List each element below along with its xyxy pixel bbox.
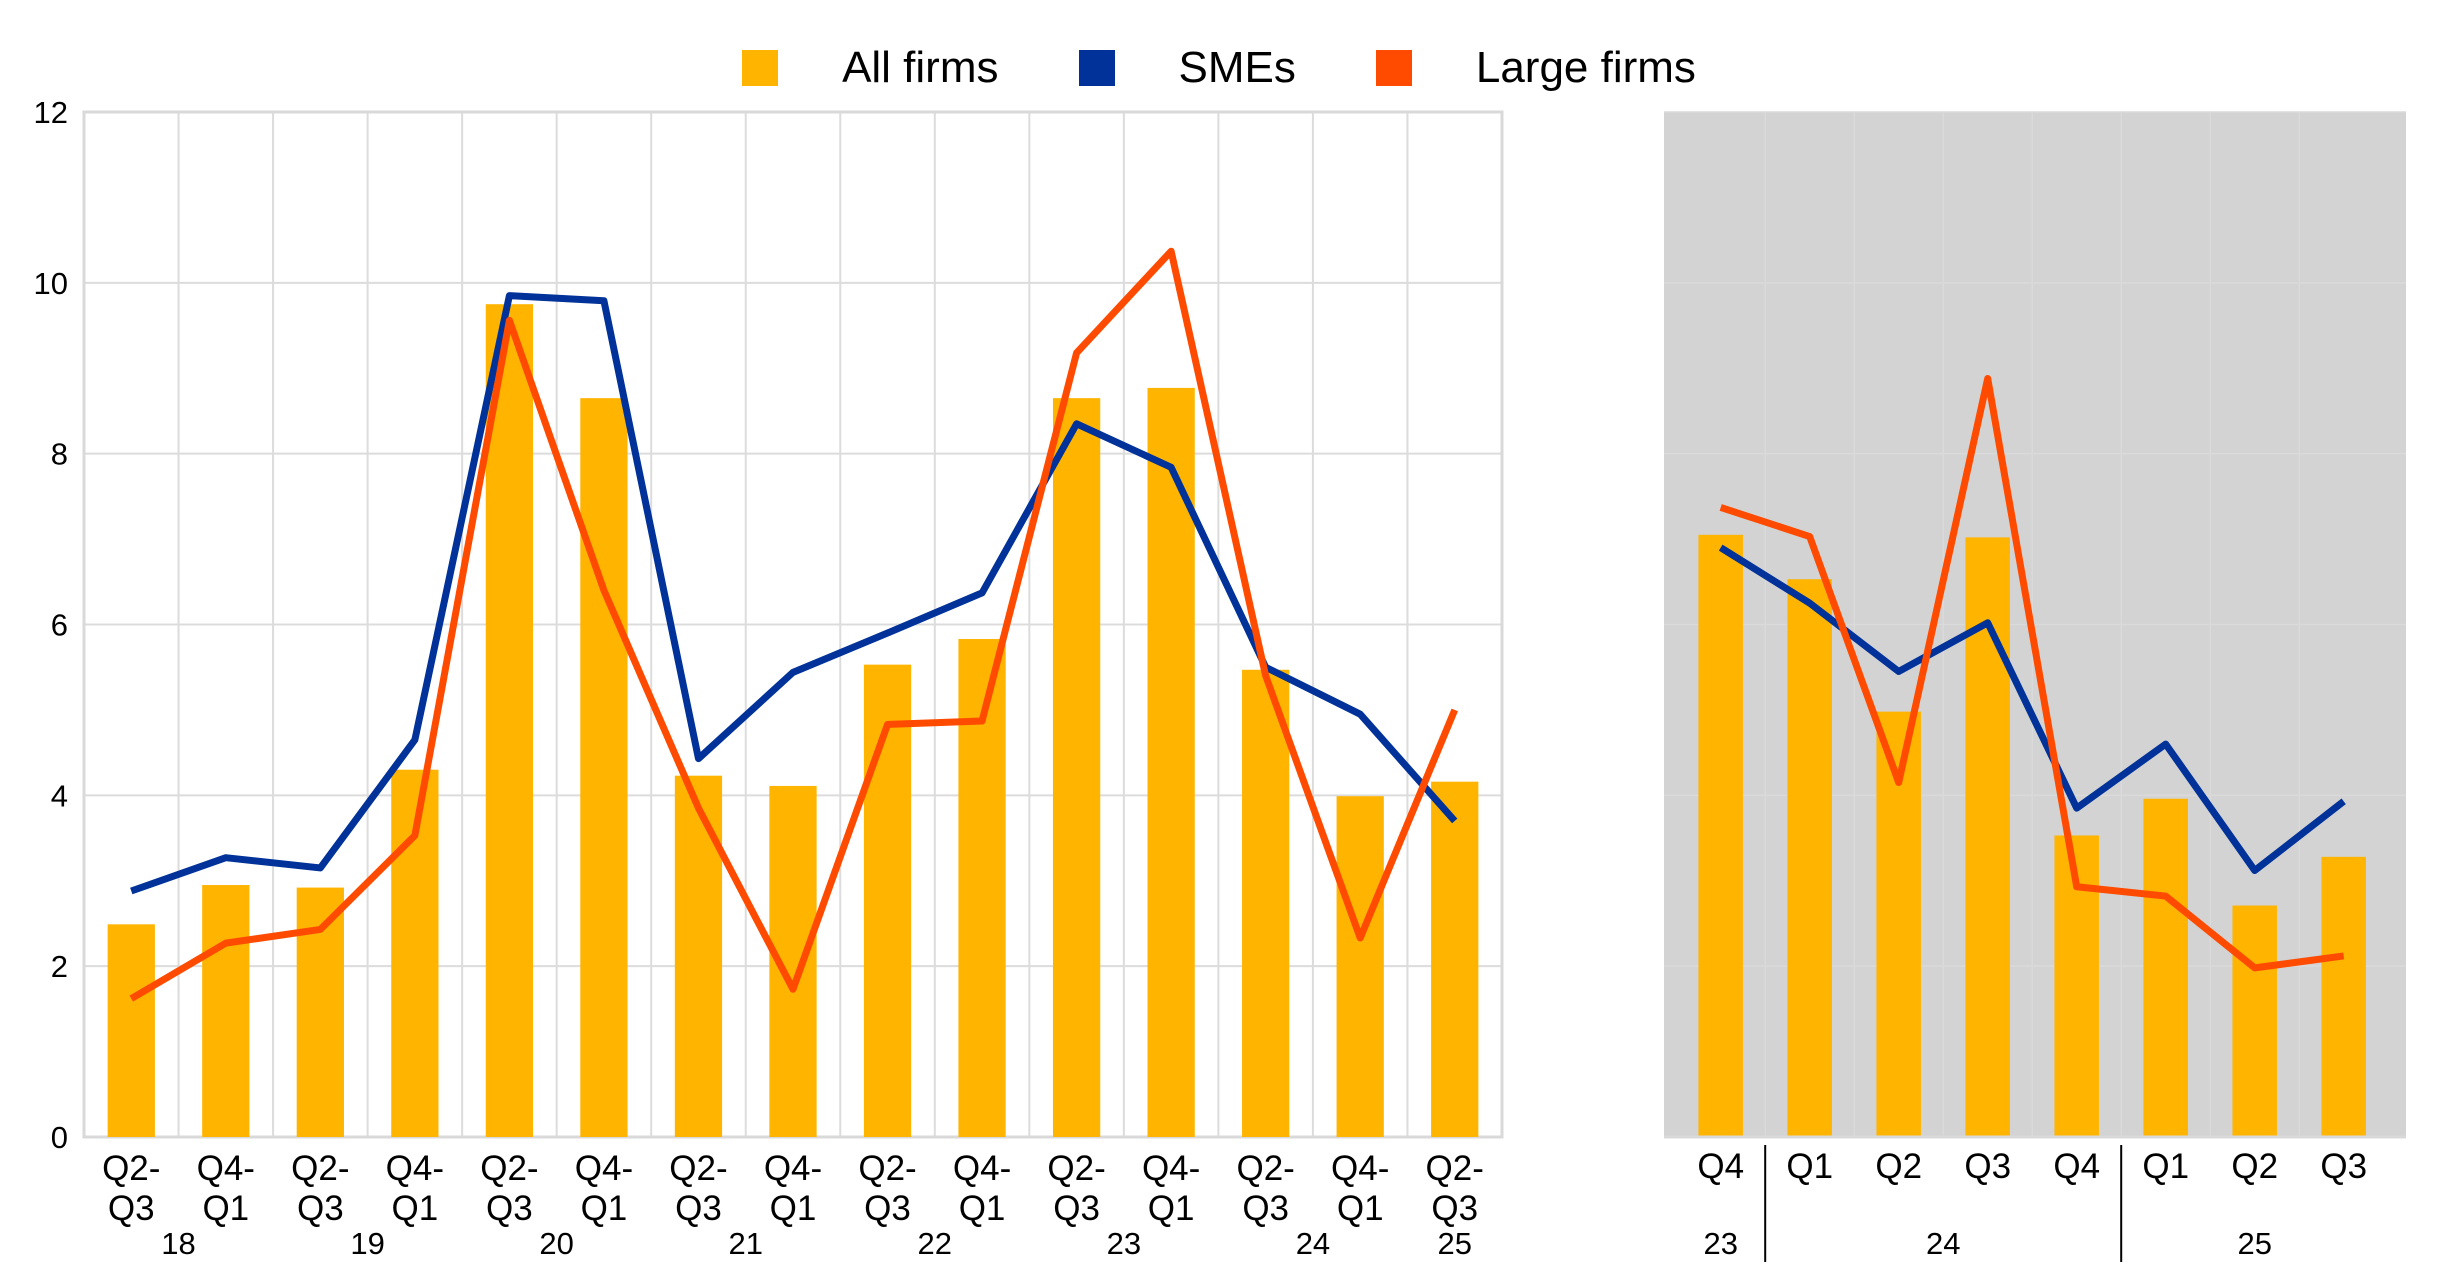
x-tick-label: Q4-	[575, 1149, 633, 1188]
x-tick-label: Q2-	[1236, 1149, 1294, 1188]
legend-swatch-all-firms	[742, 50, 779, 86]
x-tick-label: Q3	[297, 1189, 344, 1228]
x-tick-label: Q2-	[669, 1149, 727, 1188]
x-tick-label: Q4-	[386, 1149, 444, 1188]
y-tick-label: 2	[51, 949, 68, 984]
bar-all-firms	[202, 885, 250, 1137]
y-tick-label: 8	[51, 437, 68, 472]
x-tick-label: Q3	[486, 1189, 533, 1228]
x-year-label: 18	[161, 1226, 195, 1261]
x-year-label: 23	[1703, 1226, 1737, 1261]
legend-label: All firms	[842, 43, 999, 92]
x-tick-label: Q4	[2053, 1147, 2100, 1186]
x-tick-label: Q2	[2231, 1147, 2278, 1186]
bar-all-firms	[674, 775, 723, 1137]
line-large-firms	[129, 247, 1458, 1002]
bar-all-firms	[1147, 387, 1195, 1137]
x-year-label: 24	[1926, 1226, 1960, 1261]
bar-all-firms	[107, 924, 155, 1137]
bar-all-firms	[1336, 796, 1384, 1137]
x-tick-label: Q4	[1697, 1147, 1744, 1186]
x-year-label: 20	[539, 1226, 573, 1261]
left-chart: 024681012Q2-Q318Q4-Q1Q2-Q319Q4-Q1Q2-Q320…	[34, 95, 1504, 1261]
x-tick-label: Q1	[202, 1189, 249, 1228]
line-smes	[1718, 544, 2346, 874]
x-tick-label: Q3	[2320, 1147, 2367, 1186]
bar-all-firms	[2232, 905, 2277, 1137]
x-tick-label: Q2-	[291, 1149, 349, 1188]
legend-swatch-large-firms	[1375, 50, 1412, 86]
legend-item-smes: SMEs	[1078, 43, 1296, 93]
x-tick-label: Q1	[581, 1189, 628, 1228]
bar-all-firms	[2321, 856, 2366, 1137]
bar-all-firms	[1242, 669, 1290, 1137]
bar-all-firms	[1965, 537, 2010, 1137]
x-tick-label: Q3	[1431, 1189, 1478, 1228]
legend-item-all-firms: All firms	[742, 43, 999, 93]
bar-all-firms	[1431, 781, 1479, 1137]
bar-all-firms	[1052, 398, 1101, 1137]
x-tick-label: Q1	[2142, 1147, 2189, 1186]
line-large-firms	[1719, 375, 2345, 972]
bar-all-firms	[580, 398, 628, 1137]
x-tick-label: Q1	[1786, 1147, 1833, 1186]
x-tick-label: Q3	[864, 1189, 911, 1228]
x-tick-label: Q1	[770, 1189, 817, 1228]
legend-label: Large firms	[1475, 43, 1696, 92]
x-tick-label: Q4-	[764, 1149, 822, 1188]
x-tick-label: Q1	[1148, 1189, 1195, 1228]
x-tick-label: Q3	[1964, 1147, 2011, 1186]
y-tick-label: 4	[51, 778, 68, 813]
legend-swatch-smes	[1078, 50, 1115, 86]
x-year-label: 23	[1107, 1226, 1141, 1261]
x-tick-label: Q2	[1875, 1147, 1922, 1186]
x-tick-label: Q3	[1053, 1189, 1100, 1228]
legend: All firms SMEs Large firms	[0, 38, 2438, 98]
y-tick-label: 10	[34, 266, 68, 301]
x-tick-label: Q3	[1242, 1189, 1289, 1228]
y-tick-label: 0	[51, 1120, 68, 1155]
x-tick-label: Q1	[1337, 1189, 1384, 1228]
x-tick-label: Q1	[392, 1189, 439, 1228]
x-tick-label: Q4-	[1331, 1149, 1389, 1188]
x-tick-label: Q2-	[102, 1149, 160, 1188]
y-tick-label: 6	[51, 608, 68, 643]
bar-all-firms	[1787, 579, 1832, 1137]
legend-label: SMEs	[1178, 43, 1296, 92]
bar-all-firms	[485, 304, 534, 1137]
x-tick-label: Q2-	[1047, 1149, 1105, 1188]
x-year-label: 25	[2237, 1226, 2271, 1261]
x-year-label: 21	[728, 1226, 762, 1261]
bar-all-firms	[2143, 798, 2188, 1137]
x-tick-label: Q4-	[953, 1149, 1011, 1188]
x-tick-label: Q2-	[1426, 1149, 1484, 1188]
y-tick-label: 12	[34, 95, 68, 130]
x-year-label: 22	[918, 1226, 952, 1261]
x-year-label: 24	[1296, 1226, 1330, 1261]
x-tick-label: Q2-	[480, 1149, 538, 1188]
x-tick-label: Q4-	[1142, 1149, 1200, 1188]
right-chart: Q4 Q1 Q2 Q3 Q4 Q1 Q2 Q3 23 24 25	[1664, 111, 2406, 1262]
x-year-label: 25	[1437, 1226, 1471, 1261]
x-tick-label: Q2-	[858, 1149, 916, 1188]
x-tick-label: Q1	[959, 1189, 1006, 1228]
x-year-label: 19	[350, 1226, 384, 1261]
legend-item-large-firms: Large firms	[1375, 43, 1696, 93]
x-tick-label: Q3	[108, 1189, 155, 1228]
x-tick-label: Q4-	[197, 1149, 255, 1188]
bar-all-firms	[863, 664, 912, 1137]
line-smes	[130, 292, 1458, 895]
bar-all-firms	[1698, 534, 1743, 1137]
x-tick-label: Q3	[675, 1189, 722, 1228]
